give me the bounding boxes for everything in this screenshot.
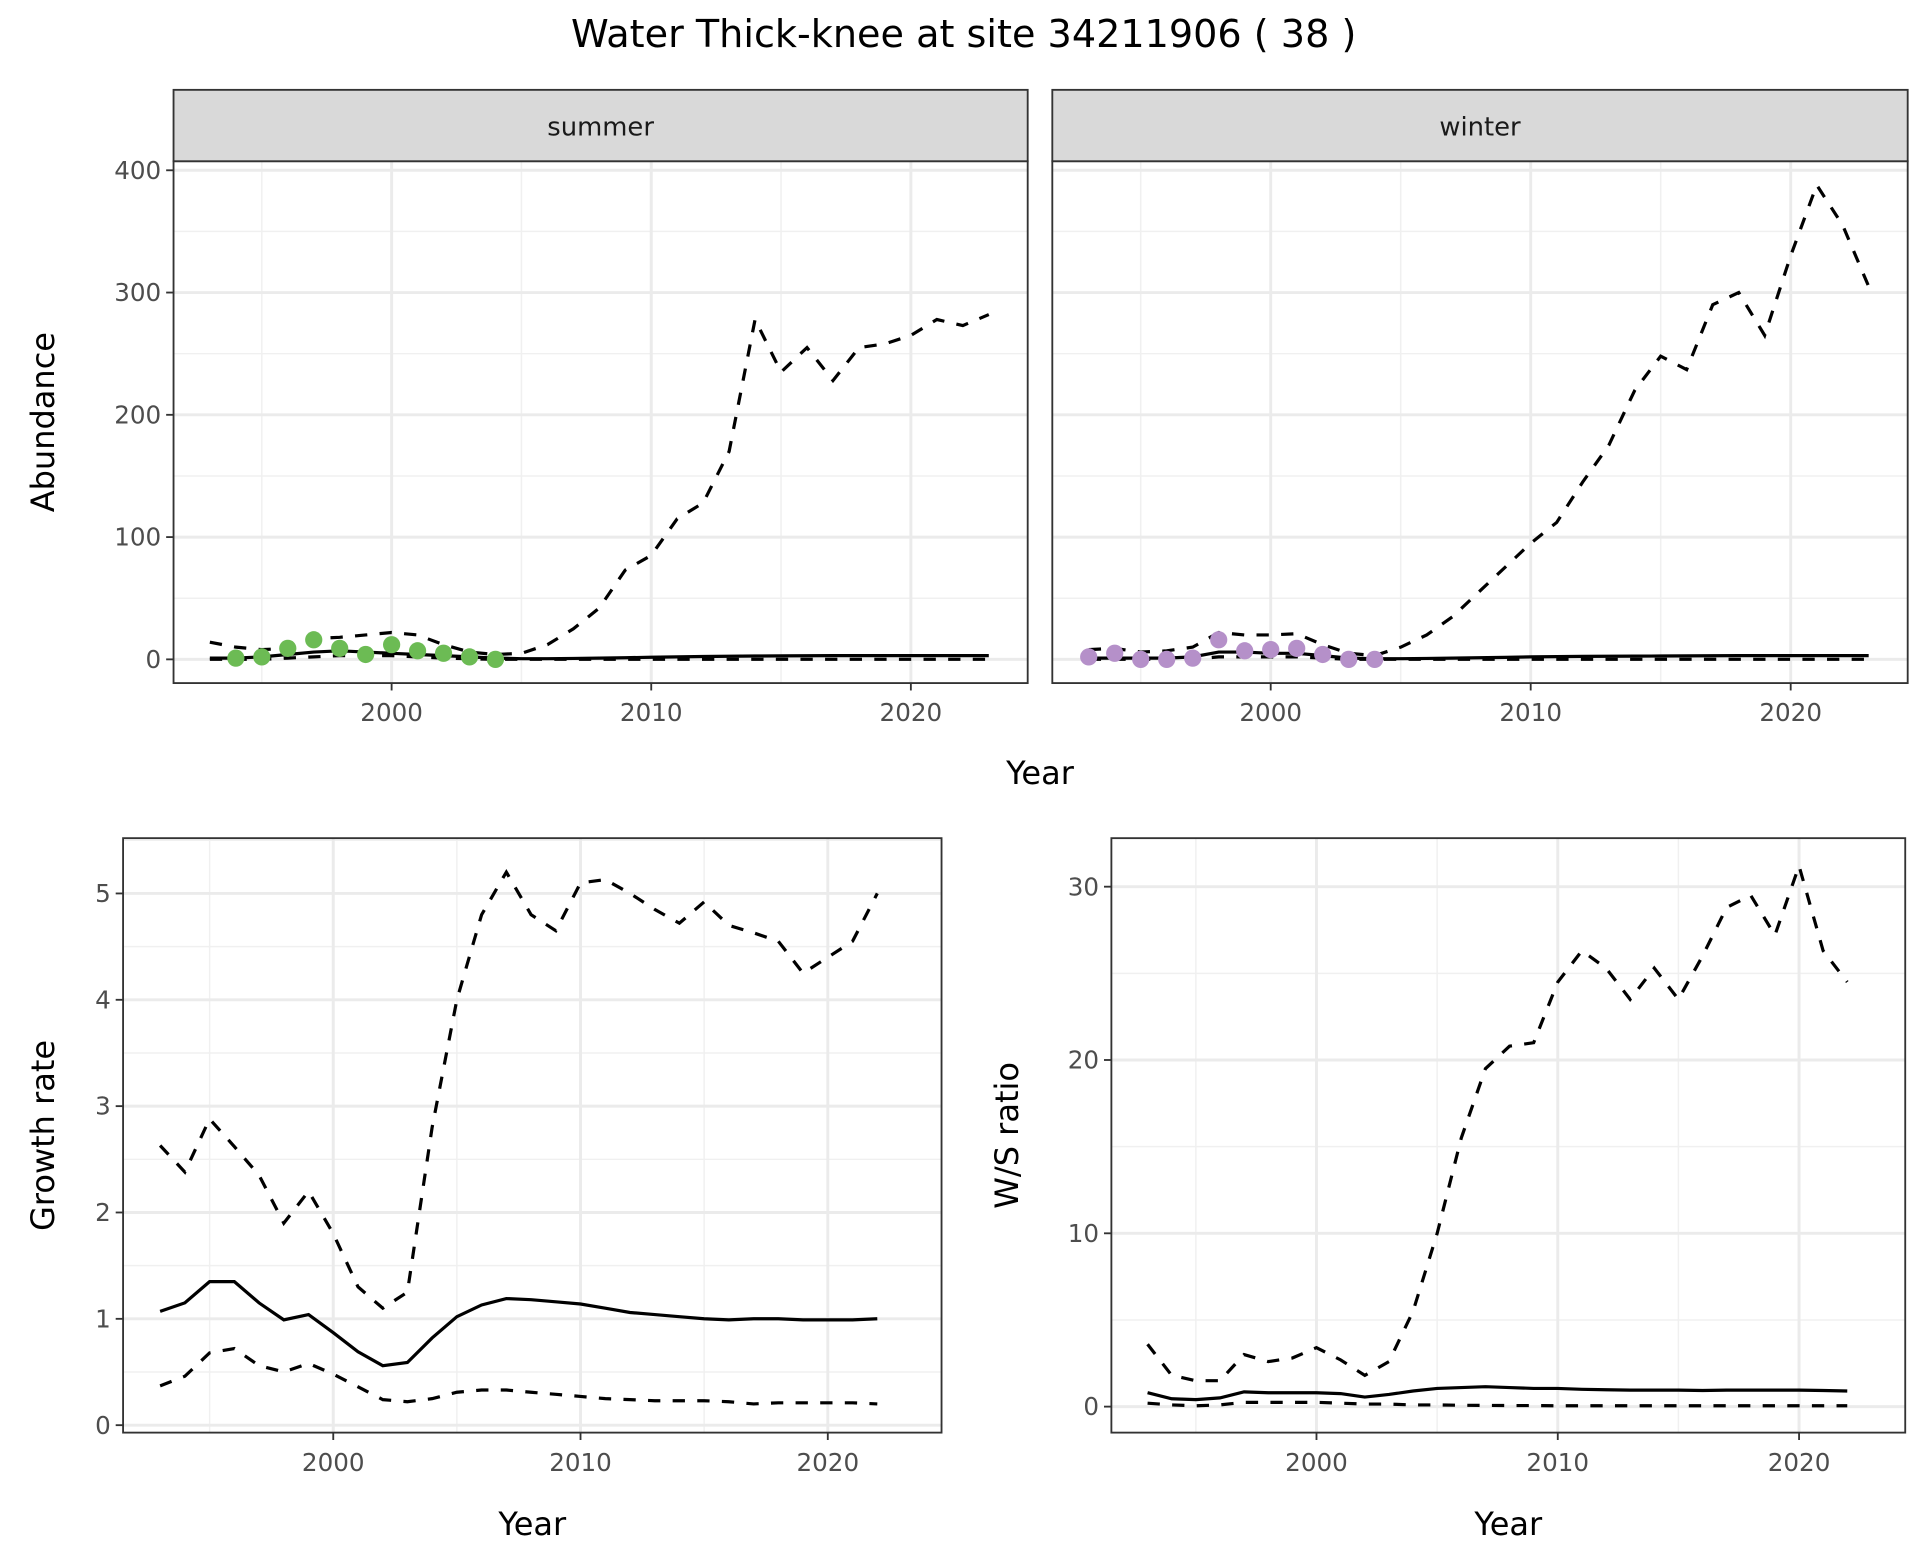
- data-point: [1366, 650, 1384, 668]
- y-tick-label: 5: [95, 879, 111, 908]
- x-tick-label: 2000: [302, 1448, 365, 1477]
- upper-bound-line: [1146, 860, 1849, 1383]
- y-tick-label: 200: [114, 400, 161, 429]
- data-point: [434, 644, 453, 662]
- data-point: [253, 648, 271, 666]
- y-tick-label: 300: [114, 278, 161, 307]
- mean-line: [1147, 1385, 1848, 1402]
- panel-summer: summer 2000 2010 2020 0 100 200 300 400 Abundance: [24, 88, 1029, 727]
- y-tick-label: 0: [95, 1411, 111, 1440]
- facet-strip: [172, 88, 1029, 163]
- data-point: [1184, 649, 1202, 667]
- y-axis-label: W/S ratio: [988, 1062, 1026, 1209]
- x-tick-label: 2020: [1768, 1448, 1831, 1477]
- x-tick-label: 2020: [880, 698, 943, 727]
- y-tick-label: 1: [95, 1304, 111, 1333]
- panel-ws_ratio: 2000 2010 2020 0 10 20 30 W/S ratio Year: [988, 837, 1907, 1543]
- lower-bound-line: [1147, 1400, 1848, 1408]
- y-tick-label: 100: [114, 523, 161, 552]
- data-point: [460, 648, 479, 666]
- y-tick-label: 10: [1068, 1219, 1099, 1248]
- data-point: [1340, 650, 1358, 668]
- y-tick-label: 0: [146, 645, 162, 674]
- x-axis-label: Year: [1473, 1505, 1543, 1543]
- panel-growth: 2000 2010 2020 0 1 2 3 4 5 Growth rate Year: [24, 837, 943, 1543]
- x-tick-label: 2000: [1285, 1448, 1348, 1477]
- panel-background: [1111, 838, 1906, 1433]
- x-tick-label: 2010: [1526, 1448, 1589, 1477]
- data-point: [1236, 642, 1254, 660]
- top-x-axis-label: Year: [1005, 754, 1075, 792]
- y-axis-label: Growth rate: [24, 1040, 62, 1231]
- lower-bound-line: [1088, 655, 1869, 661]
- data-point: [279, 639, 297, 657]
- upper-bound-line: [209, 313, 990, 657]
- panel-background: [1052, 161, 1908, 684]
- data-point: [1262, 640, 1280, 659]
- facet-strip-label: winter: [1439, 112, 1521, 142]
- upper-bound-line: [158, 868, 879, 1311]
- y-tick-label: 4: [95, 985, 111, 1014]
- panel-background: [173, 161, 1028, 684]
- y-tick-label: 30: [1068, 872, 1099, 901]
- mean-line: [1088, 650, 1869, 661]
- y-tick-label: 20: [1068, 1046, 1099, 1075]
- data-point: [305, 631, 323, 649]
- x-axis-label: Year: [497, 1505, 567, 1543]
- data-point: [1314, 645, 1332, 664]
- y-tick-label: 3: [95, 1092, 111, 1121]
- data-point: [1210, 631, 1228, 649]
- facet-strip-label: summer: [547, 112, 654, 142]
- lower-bound-line: [159, 1346, 878, 1406]
- data-point: [357, 645, 375, 664]
- data-point: [331, 639, 349, 657]
- y-tick-label: 0: [1083, 1392, 1099, 1421]
- x-tick-label: 2010: [1499, 698, 1562, 727]
- data-point: [383, 636, 401, 654]
- x-tick-label: 2010: [620, 698, 683, 727]
- data-point: [1080, 648, 1098, 666]
- panel-border: [122, 837, 943, 1434]
- data-point: [1158, 650, 1176, 668]
- data-point: [408, 642, 427, 660]
- y-tick-label: 2: [95, 1198, 111, 1227]
- x-tick-label: 2010: [549, 1448, 612, 1477]
- mean-line: [159, 1280, 878, 1368]
- data-point: [1288, 639, 1306, 657]
- panel-border: [1110, 837, 1907, 1434]
- data-point: [227, 649, 245, 667]
- x-tick-label: 2000: [1239, 698, 1302, 727]
- x-tick-label: 2020: [796, 1448, 859, 1477]
- y-axis-label: Abundance: [24, 332, 62, 512]
- panel-winter: winter 2000 2010 2020: [1051, 88, 1909, 727]
- chart-title: Water Thick-knee at site 34211906 ( 38 ): [571, 12, 1356, 56]
- facet-strip: [1051, 88, 1909, 163]
- panel-background: [123, 838, 942, 1433]
- y-tick-label: 400: [114, 156, 161, 185]
- x-tick-label: 2000: [360, 698, 423, 727]
- data-point: [1106, 644, 1124, 662]
- x-tick-label: 2020: [1759, 698, 1822, 727]
- data-point: [486, 650, 505, 668]
- data-point: [1132, 650, 1150, 668]
